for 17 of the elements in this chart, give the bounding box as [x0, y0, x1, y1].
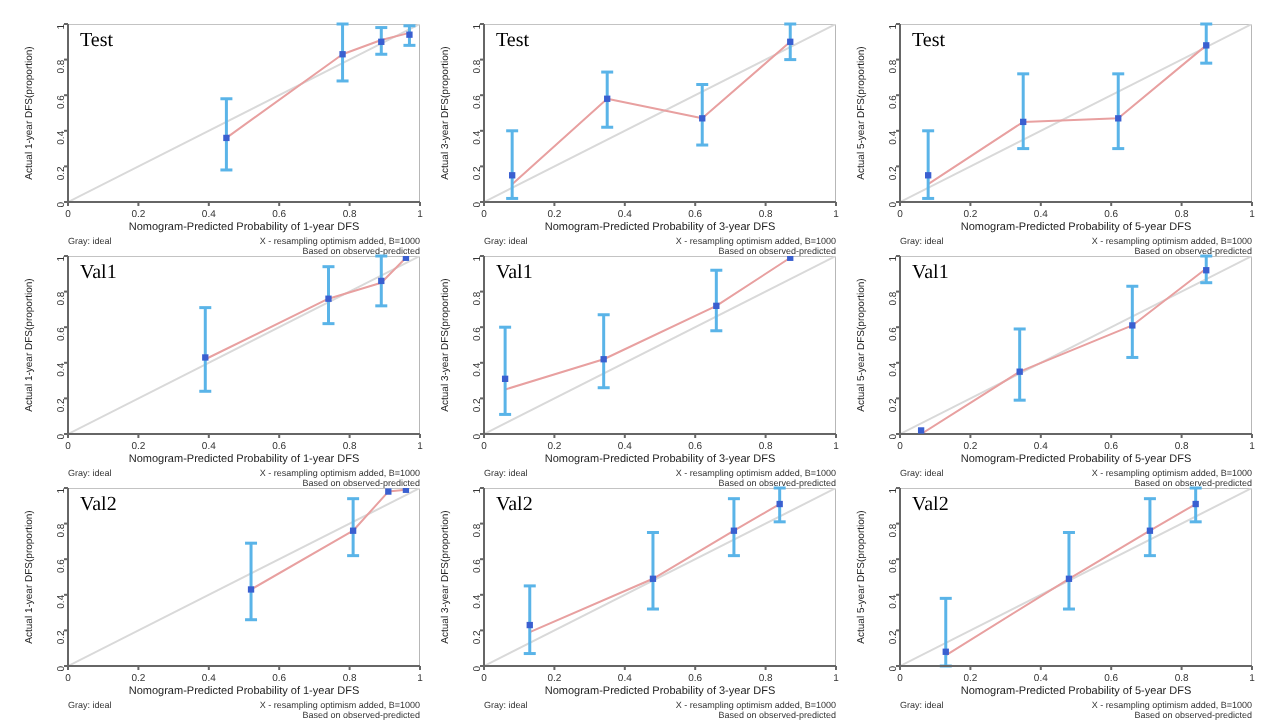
point: [925, 172, 932, 179]
point: [223, 134, 230, 142]
point: [1203, 42, 1210, 49]
chart-title: Test: [912, 30, 946, 52]
point: [1020, 118, 1027, 126]
chart-title: Val1: [80, 262, 117, 284]
chart-title: Test: [80, 30, 114, 52]
chart-title: Val1: [912, 262, 949, 284]
point: [339, 51, 346, 58]
point: [378, 38, 385, 45]
chart-title: Val2: [80, 494, 117, 516]
chart-title: Test: [496, 30, 530, 52]
chart-title: Val2: [912, 494, 949, 516]
chart-title: Val2: [496, 494, 533, 516]
point: [406, 31, 413, 38]
chart-title: Val1: [496, 262, 533, 284]
point: [1115, 115, 1122, 122]
